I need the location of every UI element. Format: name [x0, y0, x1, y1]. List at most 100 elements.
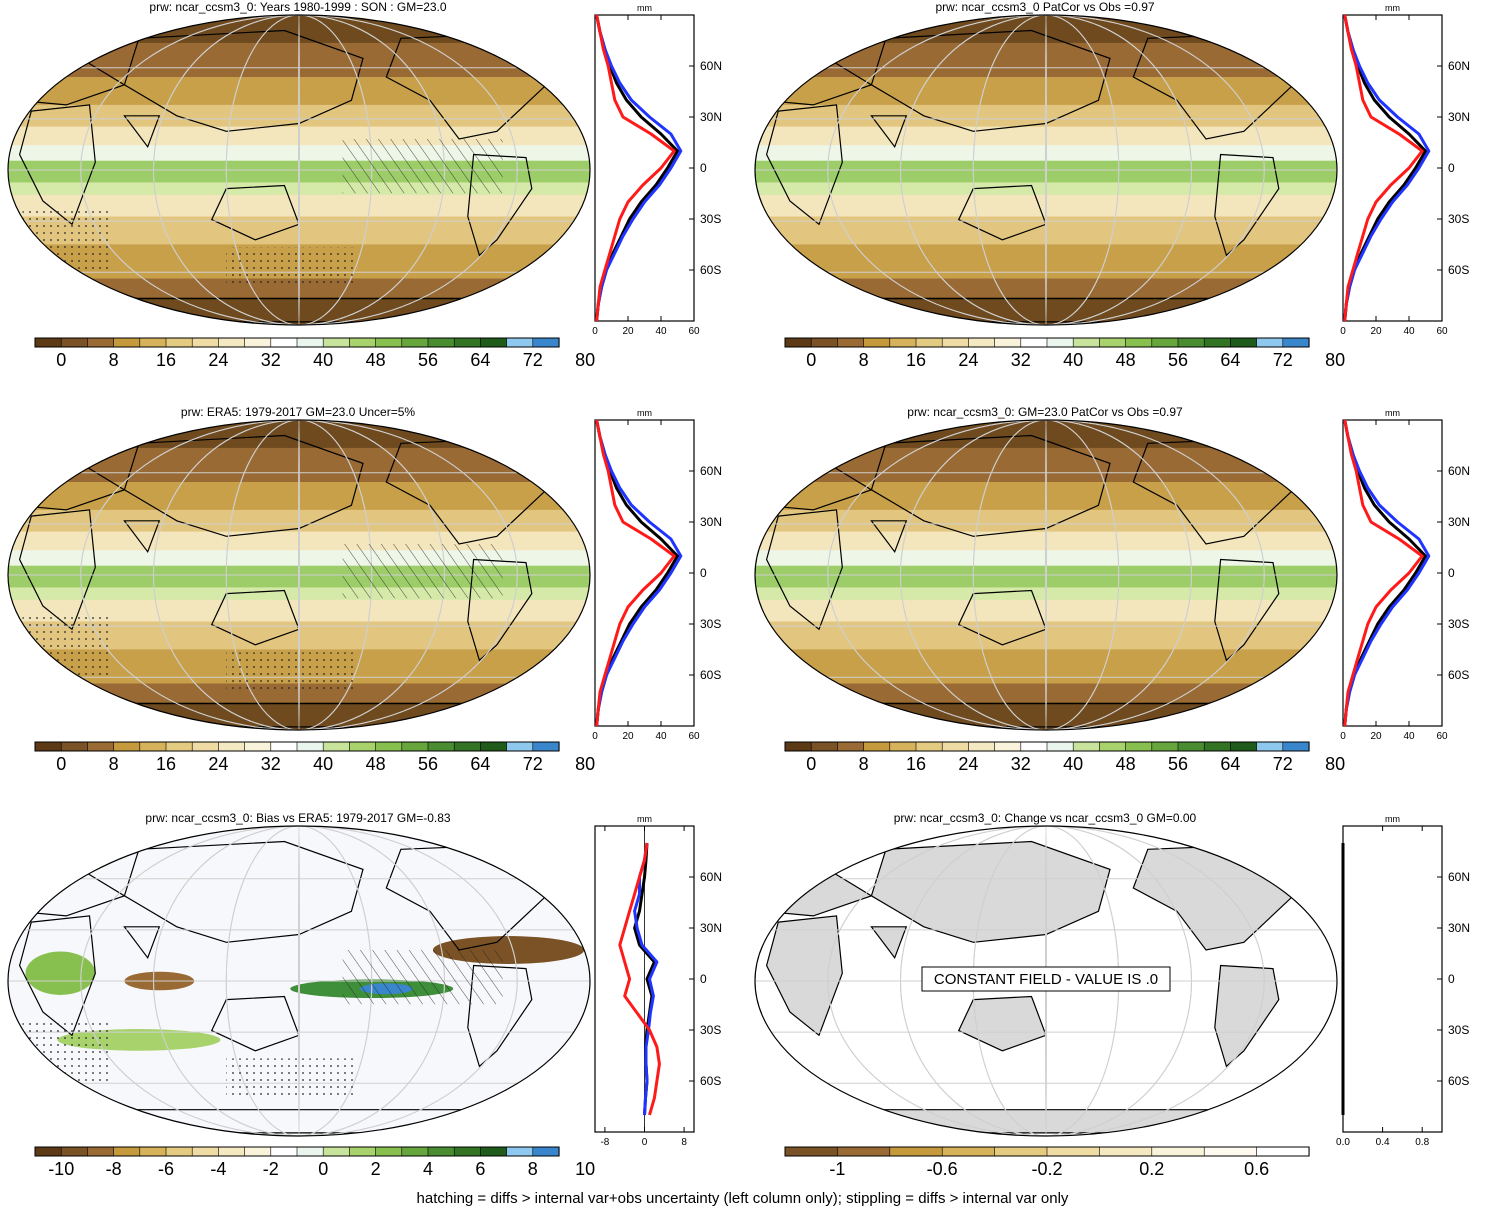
colorbar-swatch [532, 1146, 560, 1157]
colorbar-swatch [1203, 741, 1231, 752]
colorbar-swatch [401, 741, 429, 752]
graticule-meridian [298, 15, 300, 325]
profile-ytick-label: 60N [700, 870, 722, 884]
profile-xtick-label: 0.8 [1415, 1137, 1429, 1148]
colorbar-tick-label: 0 [806, 754, 816, 774]
panel-title: prw: ERA5: 1979-2017 GM=23.0 Uncer=5% [181, 405, 415, 419]
coastline-south-america [1214, 558, 1280, 662]
colorbar-swatch [968, 741, 996, 752]
profile-series-line [1343, 419, 1424, 727]
colorbar-tick-label: 48 [366, 754, 386, 774]
graticule-meridian [900, 15, 1192, 325]
colorbar-swatch [784, 1146, 839, 1157]
map-field [755, 15, 1337, 325]
colorbar-tick-label: 80 [575, 350, 595, 370]
profile-ytick-label: 60S [1448, 263, 1469, 277]
colorbar-swatch [244, 741, 272, 752]
colorbar-swatch [1203, 337, 1231, 348]
profile-frame [1342, 825, 1443, 1133]
panel-title: prw: ncar_ccsm3_0 PatCor vs Obs =0.97 [935, 0, 1154, 14]
profile-xtick-label: 40 [655, 326, 667, 337]
constant-field-box [921, 966, 1171, 992]
colorbar-swatch [165, 337, 193, 348]
profile-xtick-label: 0 [1340, 731, 1346, 742]
profile-ytick-label: 0 [700, 566, 707, 580]
colorbar-tick-label: 64 [470, 754, 490, 774]
map-border [7, 825, 591, 1137]
coastline-africa [765, 915, 843, 1037]
graticule-meridian [80, 826, 518, 1136]
profile-ytick-label: 30N [1448, 921, 1470, 935]
colorbar-swatch [915, 337, 943, 348]
colorbar-swatch [1256, 741, 1284, 752]
colorbar-tick-label: -0.2 [1031, 1159, 1062, 1179]
colorbar-swatch [349, 1146, 377, 1157]
colorbar-swatch [87, 1146, 115, 1157]
hatching-region [342, 544, 503, 599]
graticule-meridian [900, 420, 1192, 730]
colorbar-swatch [87, 741, 115, 752]
colorbar-swatch [322, 1146, 351, 1157]
colorbar-tick-label: 16 [906, 754, 926, 774]
panel-title: prw: ncar_ccsm3_0: Years 1980-1999 : SON… [149, 0, 446, 14]
colorbar-tick-label: 48 [366, 350, 386, 370]
colorbar-swatch [1177, 337, 1205, 348]
colorbar-swatch [810, 337, 839, 348]
panel-model-patcor: prw: ncar_ccsm3_0 PatCor vs Obs =0.97 mm 0… [754, 0, 1470, 370]
colorbar-tick-label: 10 [575, 1159, 595, 1179]
colorbar-swatch [60, 337, 89, 348]
colorbar-tick-label: 32 [261, 350, 281, 370]
colorbar-swatch [532, 337, 560, 348]
colorbar-swatch [453, 1146, 482, 1157]
profile-unit-label: mm [637, 408, 652, 418]
colorbar-tick-label: 0 [806, 350, 816, 370]
profile-ytick-label: 30N [1448, 515, 1470, 529]
colorbar-tick-label: 72 [1273, 350, 1293, 370]
profile-ytick-label: 30N [700, 921, 722, 935]
coastline-australia [957, 184, 1047, 241]
panel-title: prw: ncar_ccsm3_0: Change vs ncar_ccsm3_… [894, 811, 1197, 825]
coastline-india [870, 926, 908, 960]
colorbar-swatch [1151, 337, 1179, 348]
colorbar-tick-label: 8 [109, 754, 119, 774]
colorbar-swatch [506, 337, 534, 348]
stippling-region [226, 247, 358, 287]
profile-ytick-label: 0 [1448, 566, 1455, 580]
graticule-meridian [298, 826, 300, 1136]
colorbar-tick-label: 24 [958, 350, 978, 370]
profile-ytick-label: 60N [700, 59, 722, 73]
colorbar-tick-label: 32 [1011, 350, 1031, 370]
colorbar-swatch [270, 741, 298, 752]
colorbar-tick-label: -8 [106, 1159, 122, 1179]
profile-unit-label: mm [1385, 814, 1400, 824]
constant-field-label: CONSTANT FIELD - VALUE IS .0 [921, 966, 1171, 992]
colorbar-tick-label: 32 [1011, 754, 1031, 774]
colorbar-swatch [453, 741, 482, 752]
colorbar-swatch [349, 741, 377, 752]
stippling-region [22, 208, 110, 271]
colorbar-swatch [1099, 1146, 1153, 1157]
colorbar-swatch [915, 741, 943, 752]
colorbar-swatch [427, 741, 455, 752]
profile-series-line [1343, 14, 1424, 322]
colorbar-tick-label: 48 [1116, 350, 1136, 370]
colorbar-swatch [837, 337, 865, 348]
profile-xtick-label: 40 [1403, 326, 1415, 337]
profile-xtick-label: 40 [655, 731, 667, 742]
colorbar-swatch [244, 1146, 272, 1157]
colorbar-tick-label: 72 [523, 350, 543, 370]
colorbar-swatch [191, 337, 219, 348]
profile-xtick-label: 60 [688, 731, 700, 742]
colorbar-tick-label: 0.2 [1139, 1159, 1164, 1179]
colorbar-swatch [296, 1146, 324, 1157]
colorbar-swatch [1125, 741, 1153, 752]
coastline-australia [210, 995, 300, 1052]
profile-unit-label: mm [1385, 3, 1400, 13]
colorbar-swatch [1020, 741, 1048, 752]
stippling-region [22, 613, 110, 676]
colorbar-swatch [1177, 741, 1205, 752]
colorbar-frame [784, 1146, 1310, 1157]
colorbar-swatch [1099, 741, 1127, 752]
panel-obs-era5: prw: ERA5: 1979-2017 GM=23.0 Uncer=5% mm 0… [7, 405, 722, 774]
graticule-meridian [80, 15, 518, 325]
